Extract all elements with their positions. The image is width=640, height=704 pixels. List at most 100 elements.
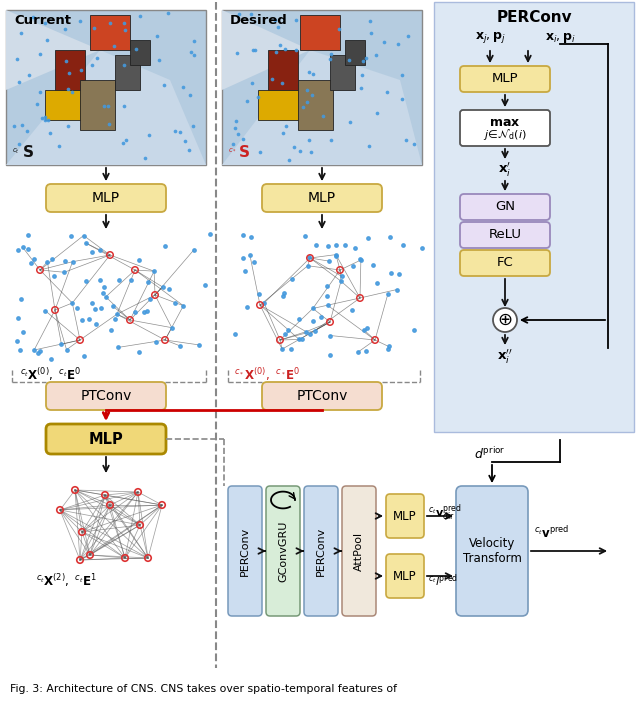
Point	[40, 114, 50, 125]
Point	[275, 334, 285, 346]
Text: PERConv: PERConv	[316, 527, 326, 576]
Point	[324, 256, 334, 267]
Point	[194, 339, 204, 351]
Point	[170, 125, 180, 137]
Point	[18, 242, 28, 253]
Point	[189, 244, 199, 256]
Point	[358, 324, 369, 335]
Point	[104, 18, 115, 29]
Point	[70, 484, 80, 496]
Point	[79, 351, 89, 362]
FancyBboxPatch shape	[46, 424, 166, 454]
Point	[67, 297, 77, 308]
Point	[95, 275, 106, 286]
Circle shape	[493, 308, 517, 332]
Point	[88, 23, 99, 34]
Point	[184, 144, 194, 155]
Text: $\mathbf{x}_i'$: $\mathbf{x}_i'$	[499, 161, 511, 179]
Point	[175, 126, 185, 137]
Point	[145, 294, 155, 305]
Point	[81, 275, 91, 287]
Point	[348, 304, 358, 315]
Point	[232, 47, 242, 58]
Point	[397, 94, 408, 105]
Point	[60, 256, 70, 267]
Point	[108, 301, 118, 312]
Point	[308, 68, 318, 80]
Point	[33, 347, 44, 358]
Point	[297, 333, 307, 344]
Point	[344, 117, 355, 128]
Point	[42, 256, 52, 268]
Point	[305, 134, 315, 146]
Point	[17, 119, 28, 130]
Point	[372, 277, 382, 288]
Point	[335, 265, 345, 276]
FancyBboxPatch shape	[46, 382, 166, 410]
Point	[305, 329, 315, 340]
Point	[304, 66, 314, 77]
Text: Velocity
Transform: Velocity Transform	[463, 537, 522, 565]
Point	[81, 237, 91, 249]
Point	[383, 344, 393, 355]
Point	[28, 11, 38, 23]
Point	[15, 344, 25, 356]
FancyBboxPatch shape	[456, 486, 528, 616]
FancyBboxPatch shape	[262, 382, 382, 410]
Point	[56, 339, 67, 350]
Point	[164, 283, 174, 294]
Point	[365, 15, 375, 27]
Bar	[6, 10, 206, 165]
Point	[324, 349, 335, 360]
Point	[344, 55, 355, 66]
Point	[74, 15, 84, 27]
Bar	[298, 80, 333, 130]
Point	[353, 346, 363, 358]
Point	[60, 56, 70, 67]
Point	[308, 303, 318, 314]
FancyBboxPatch shape	[266, 486, 300, 616]
Point	[248, 44, 258, 56]
Point	[35, 265, 45, 276]
Point	[75, 334, 85, 346]
Point	[13, 139, 24, 150]
Point	[283, 325, 293, 336]
Point	[302, 84, 312, 96]
Point	[281, 120, 291, 132]
Point	[118, 100, 129, 111]
Point	[356, 254, 366, 265]
Point	[323, 290, 333, 301]
Point	[77, 527, 87, 538]
Polygon shape	[222, 10, 310, 90]
Point	[303, 251, 314, 263]
Point	[13, 76, 24, 87]
Point	[291, 14, 301, 25]
Point	[310, 325, 320, 337]
Point	[76, 64, 86, 75]
Point	[143, 553, 153, 564]
Text: $^{c_*}$: $^{c_*}$	[228, 147, 237, 157]
Point	[113, 341, 124, 353]
Point	[91, 319, 101, 330]
Point	[102, 101, 113, 112]
Point	[291, 45, 301, 56]
Point	[340, 239, 350, 251]
Point	[26, 257, 36, 268]
Point	[43, 114, 53, 125]
Point	[95, 245, 105, 256]
Point	[241, 95, 252, 106]
Point	[109, 40, 119, 51]
Point	[336, 275, 346, 287]
Point	[139, 306, 149, 318]
Text: Desired: Desired	[230, 14, 288, 27]
Point	[289, 141, 299, 152]
Text: GN: GN	[495, 201, 515, 213]
Point	[300, 230, 310, 241]
Point	[189, 49, 199, 61]
Point	[142, 306, 152, 317]
Point	[67, 256, 77, 268]
Point	[140, 153, 150, 164]
Point	[40, 18, 51, 29]
Bar	[268, 50, 298, 95]
Point	[79, 230, 89, 241]
